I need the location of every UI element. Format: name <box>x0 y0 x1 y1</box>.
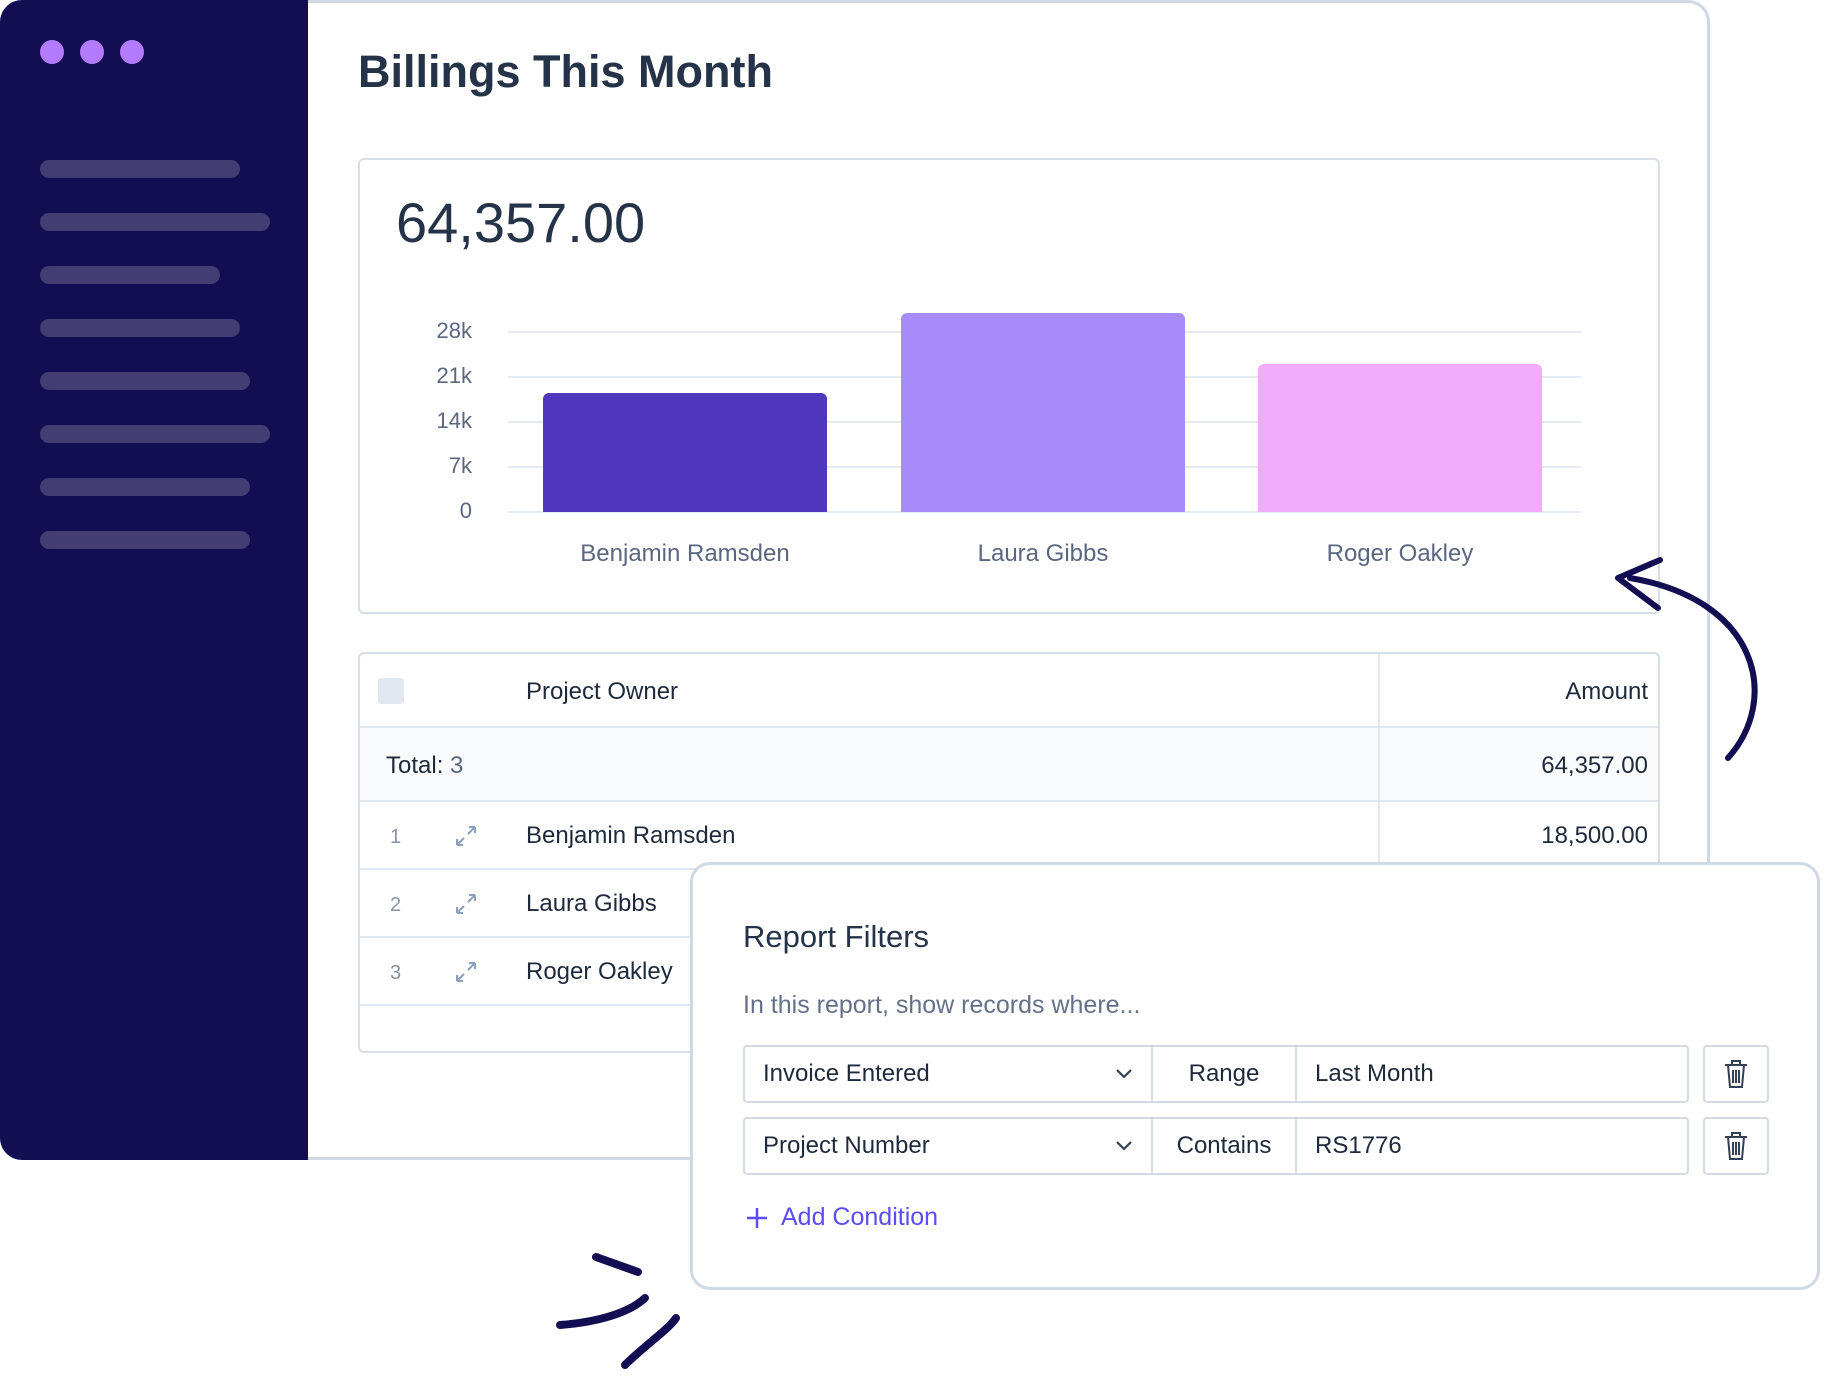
chevron-down-icon <box>1116 1141 1132 1151</box>
sidebar-item[interactable] <box>40 478 250 496</box>
operator-select[interactable]: Contains <box>1153 1119 1297 1173</box>
header-project-owner[interactable]: Project Owner <box>526 678 679 705</box>
row-number: 2 <box>390 894 402 916</box>
y-tick-label: 28k <box>436 318 472 343</box>
total-label-text: Total: <box>386 752 444 779</box>
row-owner: Roger Oakley <box>526 958 673 985</box>
row-number: 3 <box>390 962 402 984</box>
x-tick-label: Laura Gibbs <box>977 540 1109 567</box>
value-input[interactable]: Last Month <box>1315 1060 1434 1087</box>
x-tick-label: Roger Oakley <box>1326 540 1474 567</box>
field-select[interactable]: Invoice Entered <box>745 1047 1153 1101</box>
value-input[interactable]: RS1776 <box>1315 1132 1402 1159</box>
x-tick-label: Benjamin Ramsden <box>580 540 790 567</box>
spark-line-icon <box>621 1314 680 1369</box>
y-tick-label: 7k <box>448 453 472 478</box>
sidebar-item[interactable] <box>40 213 270 231</box>
total-row: Total: 3 64,357.00 <box>360 728 1658 802</box>
sidebar-item[interactable] <box>40 425 270 443</box>
filters-title: Report Filters <box>743 919 930 954</box>
spark-line-icon <box>556 1294 649 1329</box>
select-all-checkbox[interactable] <box>378 678 404 704</box>
chevron-down-icon <box>1116 1069 1132 1079</box>
add-condition-button[interactable]: Add Condition <box>745 1203 938 1232</box>
add-condition-label: Add Condition <box>781 1203 939 1231</box>
total-label: Total: 3 <box>386 752 463 780</box>
row-owner: Benjamin Ramsden <box>526 822 736 849</box>
total-count: 3 <box>450 752 464 779</box>
sidebar-item[interactable] <box>40 266 220 284</box>
expand-icon[interactable] <box>454 824 478 848</box>
filter-condition: Project Number Contains RS1776 <box>743 1117 1689 1175</box>
field-value: Invoice Entered <box>763 1060 930 1087</box>
row-number: 1 <box>390 826 402 848</box>
sidebar-item[interactable] <box>40 160 240 178</box>
sidebar-item[interactable] <box>40 531 250 549</box>
field-value: Project Number <box>763 1132 930 1159</box>
bar-roger-oakley[interactable] <box>1258 364 1542 512</box>
filter-condition: Invoice Entered Range Last Month <box>743 1045 1689 1103</box>
row-amount: 18,500.00 <box>1541 822 1648 849</box>
sidebar <box>0 0 312 1160</box>
delete-condition-button[interactable] <box>1703 1045 1769 1103</box>
sidebar-item[interactable] <box>40 319 240 337</box>
total-amount-cell: 64,357.00 <box>1541 752 1648 779</box>
bar-benjamin-ramsden[interactable] <box>543 393 827 512</box>
window-dot <box>120 40 144 64</box>
window-dot <box>40 40 64 64</box>
delete-condition-button[interactable] <box>1703 1117 1769 1175</box>
row-owner: Laura Gibbs <box>526 890 657 917</box>
total-amount: 64,357.00 <box>396 191 646 254</box>
page-title: Billings This Month <box>358 46 773 97</box>
expand-icon[interactable] <box>454 892 478 916</box>
chart-card <box>358 158 1660 614</box>
sidebar-item[interactable] <box>40 372 250 390</box>
y-tick-label: 14k <box>436 408 472 433</box>
table-header: Project Owner Amount <box>360 654 1658 728</box>
y-tick-label: 0 <box>459 498 472 523</box>
y-tick-label: 21k <box>436 363 472 388</box>
bar-laura-gibbs[interactable] <box>901 312 1185 512</box>
header-amount[interactable]: Amount <box>1565 678 1648 705</box>
expand-icon[interactable] <box>454 960 478 984</box>
filters-subtitle: In this report, show records where... <box>743 991 1141 1019</box>
trash-icon <box>1725 1132 1747 1160</box>
column-divider <box>1378 654 1380 869</box>
plus-icon <box>747 1207 767 1228</box>
table-row[interactable]: 1 Benjamin Ramsden 18,500.00 <box>360 802 1658 870</box>
trash-icon <box>1725 1060 1747 1088</box>
operator-select[interactable]: Range <box>1153 1047 1297 1101</box>
gridline <box>508 511 1581 513</box>
billing-table: Project Owner Amount Total: 3 64,357.00 … <box>358 652 1660 1053</box>
window-dot <box>80 40 104 64</box>
spark-line-icon <box>592 1253 642 1276</box>
report-filters-panel: Report Filters In this report, show reco… <box>690 862 1820 1290</box>
field-select[interactable]: Project Number <box>745 1119 1153 1173</box>
